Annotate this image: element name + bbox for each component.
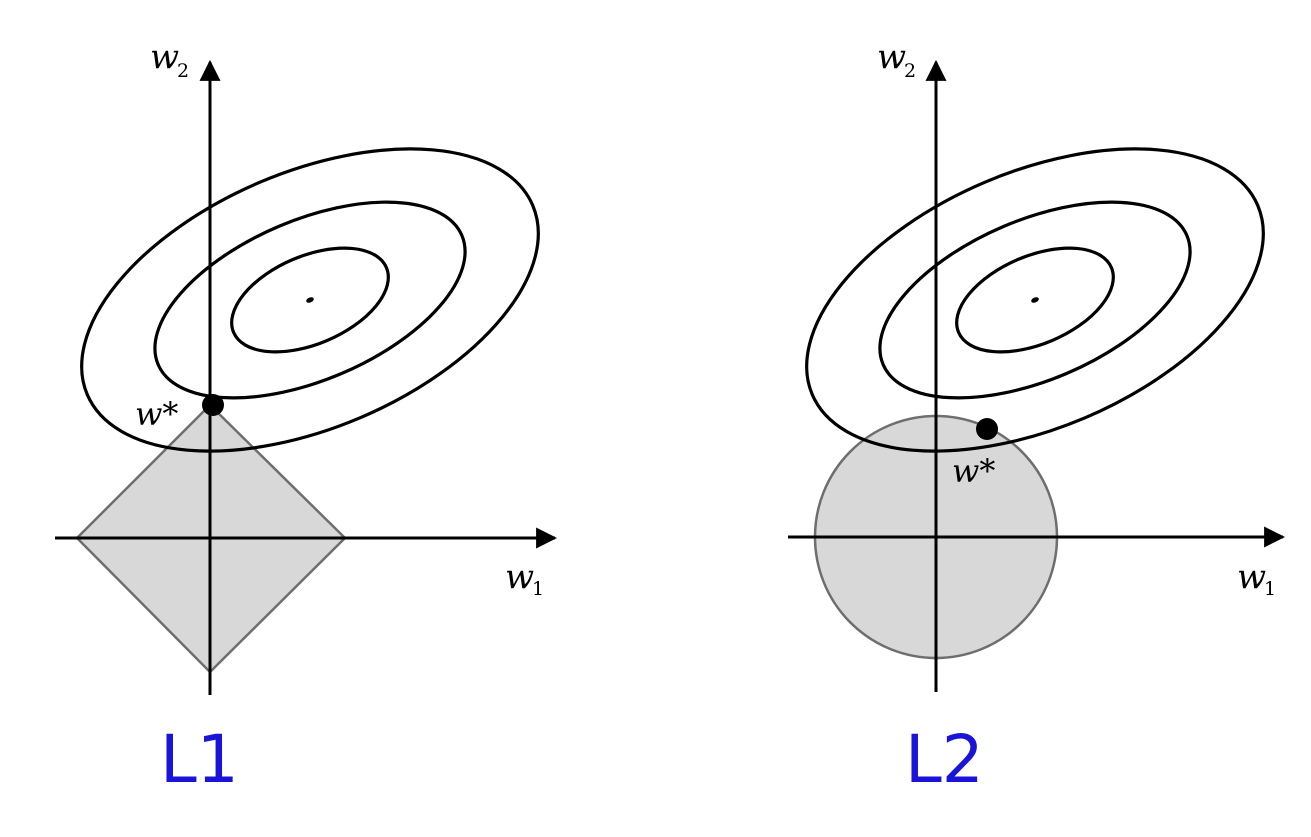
l1-loss-minimum bbox=[306, 297, 314, 303]
l2-contour-middle bbox=[878, 200, 1192, 400]
l1-loss-contours bbox=[80, 147, 540, 453]
l2-contour-outer bbox=[805, 147, 1265, 453]
l2-w2-label: w 2 bbox=[877, 37, 916, 82]
svg-text:2: 2 bbox=[904, 60, 916, 82]
svg-text:w: w bbox=[877, 37, 906, 77]
svg-text:1: 1 bbox=[1264, 578, 1276, 600]
l1-solution-label: w* bbox=[135, 395, 178, 433]
l2-panel: w* w 2 w 1 L2 bbox=[788, 37, 1286, 798]
svg-text:2: 2 bbox=[177, 60, 189, 82]
l2-loss-minimum bbox=[1031, 297, 1039, 303]
svg-text:1: 1 bbox=[532, 578, 544, 600]
l2-panel-label: L2 bbox=[905, 721, 984, 798]
l1-w1-label: w 1 bbox=[505, 557, 544, 600]
svg-text:w: w bbox=[1237, 557, 1266, 597]
l1-contour-inner bbox=[230, 246, 390, 354]
l1-contour-outer bbox=[80, 147, 540, 453]
l2-contour-inner bbox=[955, 246, 1115, 354]
l1-panel-label: L1 bbox=[160, 721, 239, 798]
l2-solution-label: w* bbox=[952, 452, 995, 490]
l2-solution-point bbox=[976, 418, 998, 440]
l1-panel: w* w 2 w 1 L1 bbox=[55, 37, 558, 798]
l1-contour-middle bbox=[153, 200, 467, 400]
l1-w2-label: w 2 bbox=[150, 37, 189, 82]
svg-text:w: w bbox=[150, 37, 179, 77]
l1-solution-point bbox=[202, 394, 224, 416]
svg-text:w: w bbox=[505, 557, 534, 597]
l2-loss-contours bbox=[805, 147, 1265, 453]
l2-w1-label: w 1 bbox=[1237, 557, 1276, 600]
